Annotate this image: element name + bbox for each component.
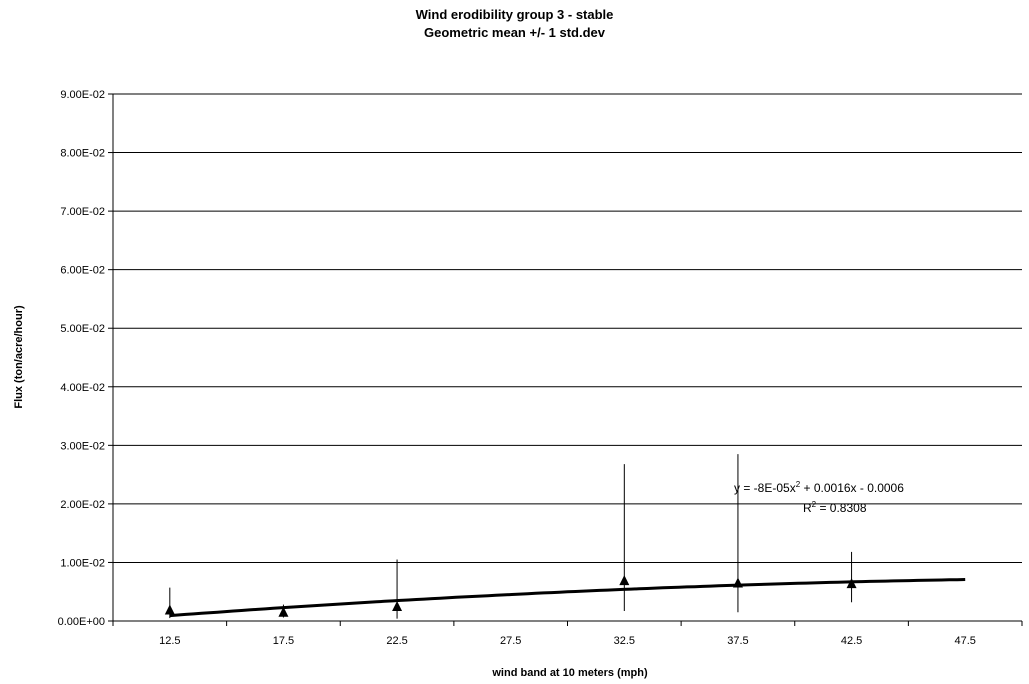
- r2-exponent: 2: [812, 500, 817, 509]
- data-point-marker: [846, 578, 857, 589]
- y-axis-title: Flux (ton/acre/hour): [13, 305, 25, 409]
- equation-exponent: 2: [796, 480, 801, 489]
- equation-rest: + 0.0016x - 0.0006: [800, 481, 904, 495]
- x-axis-title: wind band at 10 meters (mph): [491, 667, 648, 679]
- y-tick-label: 5.00E-02: [60, 323, 105, 335]
- trendline: [169, 578, 966, 618]
- data-point-marker: [164, 604, 175, 615]
- chart-subtitle: Geometric mean +/- 1 std.dev: [424, 25, 605, 40]
- x-tick-label: 47.5: [954, 635, 975, 647]
- r-squared-label: R2 = 0.8308: [803, 500, 867, 515]
- x-tick-label: 12.5: [159, 635, 180, 647]
- y-tick-label: 2.00E-02: [60, 499, 105, 511]
- y-tick-label: 9.00E-02: [60, 89, 105, 101]
- y-tick-label: 6.00E-02: [60, 265, 105, 277]
- x-tick-label: 32.5: [614, 635, 635, 647]
- equation-main: y = -8E-05x: [734, 481, 796, 495]
- r2-rest: = 0.8308: [816, 501, 867, 515]
- data-point-marker: [278, 606, 289, 617]
- data-point-marker: [619, 575, 630, 586]
- y-tick-label: 7.00E-02: [60, 206, 105, 218]
- y-axis-ticks: 0.00E+00 1.00E-02 2.00E-02 3.00E-02 4.00E-02…: [58, 89, 113, 628]
- y-tick-label: 3.00E-02: [60, 440, 105, 452]
- x-tick-label: 22.5: [386, 635, 407, 647]
- trendline-equation: y = -8E-05x2 + 0.0016x - 0.0006: [734, 480, 904, 495]
- x-tick-label: 42.5: [841, 635, 862, 647]
- data-point-marker: [732, 577, 743, 588]
- y-tick-label: 4.00E-02: [60, 382, 105, 394]
- y-tick-label: 1.00E-02: [60, 557, 105, 569]
- x-tick-label: 27.5: [500, 635, 521, 647]
- trendline-group: [169, 578, 966, 618]
- x-tick-label: 17.5: [273, 635, 294, 647]
- r2-main: R: [803, 501, 812, 515]
- y-tick-label: 0.00E+00: [58, 616, 105, 628]
- data-markers: [164, 575, 857, 617]
- gridlines: [113, 93, 1022, 563]
- y-tick-label: 8.00E-02: [60, 148, 105, 160]
- x-tick-label: 37.5: [727, 635, 748, 647]
- axes: [112, 94, 1022, 622]
- x-axis-ticks: 12.5 17.5 22.5 27.5 32.5 37.5 42.5 47.5: [112, 621, 1023, 647]
- chart-title: Wind erodibility group 3 - stable: [415, 7, 614, 22]
- data-point-marker: [392, 600, 403, 611]
